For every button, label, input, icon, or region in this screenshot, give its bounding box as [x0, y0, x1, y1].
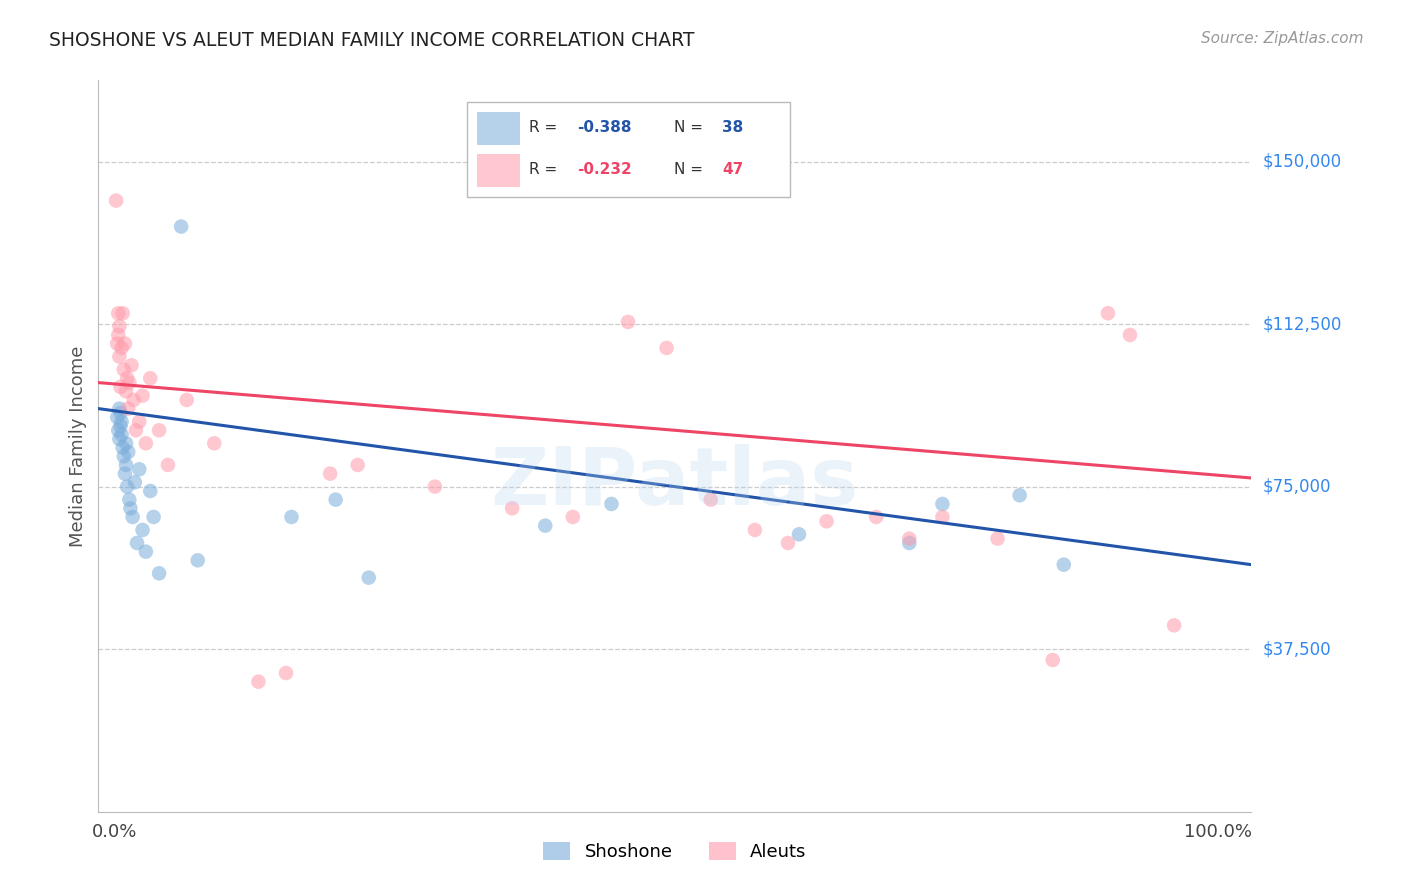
Point — [1119, 327, 1142, 342]
Point — [110, 380, 132, 394]
Text: $75,000: $75,000 — [1263, 477, 1331, 496]
Point — [115, 458, 138, 472]
Point — [617, 315, 640, 329]
Point — [274, 666, 297, 681]
Point — [128, 462, 150, 476]
Point — [110, 406, 132, 420]
Point — [108, 401, 131, 416]
Point — [815, 514, 838, 528]
Point — [787, 527, 810, 541]
Point — [115, 436, 138, 450]
Point — [176, 392, 198, 407]
Point — [115, 480, 138, 494]
Point — [319, 467, 342, 481]
Point — [135, 436, 157, 450]
Point — [148, 423, 170, 437]
Point — [280, 510, 302, 524]
Point — [202, 436, 225, 450]
Point — [700, 492, 723, 507]
Point — [110, 419, 132, 434]
Point — [108, 319, 131, 334]
Point — [1163, 618, 1185, 632]
Point — [346, 458, 368, 472]
Point — [865, 510, 887, 524]
Point — [108, 432, 131, 446]
Point — [124, 475, 146, 490]
Text: $150,000: $150,000 — [1263, 153, 1341, 170]
Point — [987, 532, 1010, 546]
Point — [120, 501, 142, 516]
Point — [898, 536, 921, 550]
Point — [105, 336, 128, 351]
Point — [117, 445, 139, 459]
Point — [108, 350, 131, 364]
Point — [128, 415, 150, 429]
Text: SHOSHONE VS ALEUT MEDIAN FAMILY INCOME CORRELATION CHART: SHOSHONE VS ALEUT MEDIAN FAMILY INCOME C… — [49, 31, 695, 50]
Point — [142, 510, 165, 524]
Point — [744, 523, 766, 537]
Point — [112, 362, 135, 376]
Point — [501, 501, 523, 516]
Point — [112, 450, 135, 464]
Point — [105, 410, 128, 425]
Text: $37,500: $37,500 — [1263, 640, 1331, 658]
Point — [107, 306, 129, 320]
Point — [776, 536, 799, 550]
Point — [114, 467, 136, 481]
Text: ZIPatlas: ZIPatlas — [491, 443, 859, 522]
Point — [111, 441, 134, 455]
Point — [170, 219, 193, 234]
Text: $112,500: $112,500 — [1263, 315, 1341, 333]
Point — [1053, 558, 1076, 572]
Point — [1008, 488, 1031, 502]
Point — [107, 423, 129, 437]
Point — [600, 497, 623, 511]
Point — [118, 376, 141, 390]
Point — [139, 483, 162, 498]
Point — [125, 536, 148, 550]
Legend: Shoshone, Aleuts: Shoshone, Aleuts — [536, 835, 814, 869]
Point — [931, 497, 953, 511]
Point — [107, 327, 129, 342]
Point — [247, 674, 270, 689]
Point — [156, 458, 179, 472]
Point — [115, 371, 138, 385]
Point — [131, 389, 153, 403]
Point — [118, 492, 141, 507]
Point — [110, 341, 132, 355]
Point — [115, 384, 138, 399]
Point — [110, 415, 132, 429]
Point — [114, 336, 136, 351]
Point — [1097, 306, 1119, 320]
Text: Source: ZipAtlas.com: Source: ZipAtlas.com — [1201, 31, 1364, 46]
Point — [139, 371, 162, 385]
Point — [561, 510, 583, 524]
Point — [121, 510, 143, 524]
Point — [110, 427, 132, 442]
Point — [534, 518, 557, 533]
Y-axis label: Median Family Income: Median Family Income — [69, 345, 87, 547]
Point — [105, 194, 128, 208]
Point — [122, 392, 145, 407]
Point — [111, 306, 134, 320]
Point — [898, 532, 921, 546]
Point — [357, 571, 380, 585]
Point — [148, 566, 170, 581]
Point — [423, 480, 446, 494]
Point — [131, 523, 153, 537]
Point — [655, 341, 678, 355]
Point — [325, 492, 347, 507]
Point — [931, 510, 953, 524]
Point — [125, 423, 148, 437]
Point — [117, 401, 139, 416]
Point — [1042, 653, 1064, 667]
Point — [135, 544, 157, 558]
Point — [187, 553, 209, 567]
Point — [121, 358, 143, 372]
